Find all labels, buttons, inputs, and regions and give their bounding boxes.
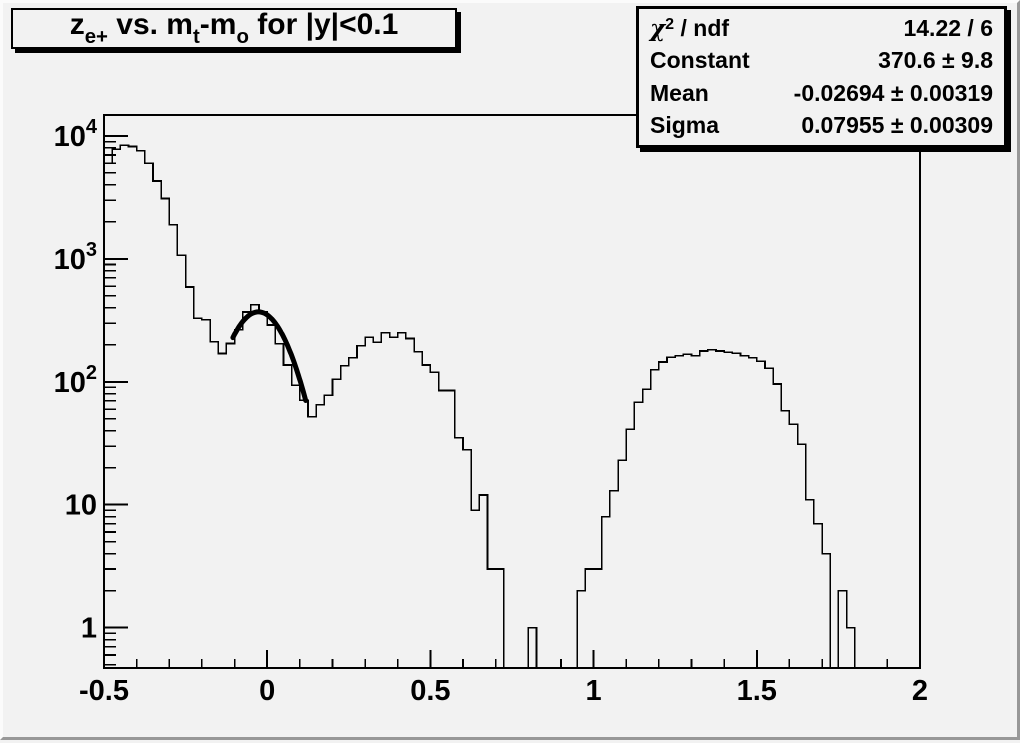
stats-row-mean: Mean -0.02694 ± 0.00319	[639, 80, 1004, 107]
fit-curve	[230, 309, 309, 403]
x-tick-label: 2	[912, 675, 928, 707]
stats-row-constant: Constant 370.6 ± 9.8	[639, 47, 1004, 74]
x-tick-label: 1	[586, 675, 602, 707]
stat-label: χ2 / ndf	[650, 14, 730, 42]
y-tick-label: 10	[65, 490, 97, 522]
stat-value: 14.22 / 6	[903, 14, 993, 41]
stats-row-chi2: χ2 / ndf 14.22 / 6	[639, 15, 1004, 42]
y-tick-label: 104	[54, 116, 98, 153]
y-tick-label: 1	[81, 613, 97, 645]
histogram-line	[104, 144, 920, 669]
plot-area: -0.5 0 0.5 1 1.5 2 1 10 102 103 104	[54, 114, 928, 707]
x-tick-label: 0	[259, 675, 275, 707]
stat-label: Mean	[650, 79, 709, 106]
stat-value: 370.6 ± 9.8	[878, 47, 993, 74]
x-tick-label: 1.5	[737, 675, 777, 707]
stat-value: 0.07955 ± 0.00309	[801, 112, 993, 139]
title-box: ze+ vs. mt-mo for |y|<0.1	[11, 8, 457, 49]
y-tick-label: 102	[54, 362, 97, 399]
plot-frame	[103, 114, 921, 669]
stats-box: χ2 / ndf 14.22 / 6 Constant 370.6 ± 9.8 …	[636, 6, 1007, 148]
plot-title: ze+ vs. mt-mo for |y|<0.1	[69, 7, 399, 49]
stats-row-sigma: Sigma 0.07955 ± 0.00309	[639, 112, 1004, 139]
stat-label: Constant	[650, 47, 750, 74]
stat-label: Sigma	[650, 112, 720, 139]
x-tick-label: 0.5	[410, 675, 450, 707]
x-tick-label: -0.5	[79, 675, 129, 707]
stat-value: -0.02694 ± 0.00319	[793, 79, 993, 106]
y-tick-label: 103	[54, 239, 97, 276]
